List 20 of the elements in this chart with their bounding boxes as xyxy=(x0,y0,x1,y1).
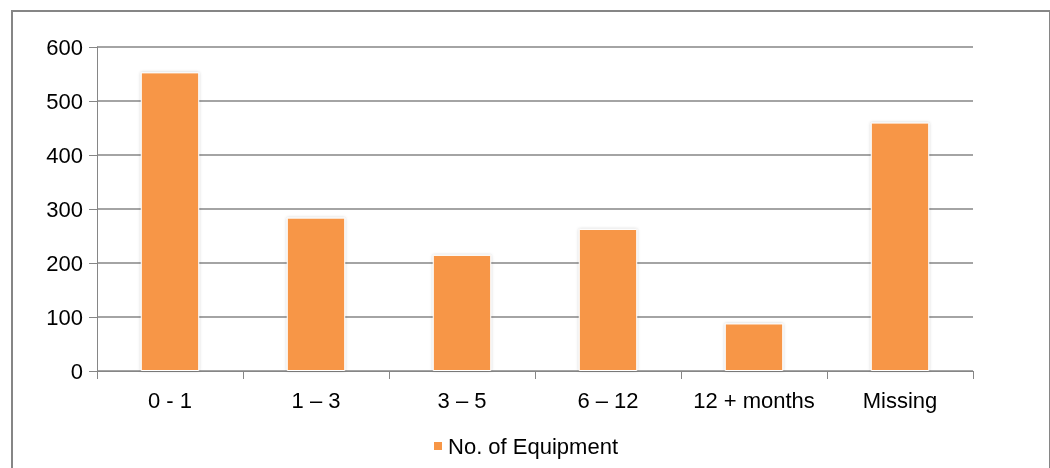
y-tick-label: 500 xyxy=(46,88,83,114)
y-tick-label: 200 xyxy=(46,250,83,276)
y-tick-label: 100 xyxy=(46,304,83,330)
bar xyxy=(286,217,346,371)
bar xyxy=(724,323,784,371)
y-tick-label: 400 xyxy=(46,142,83,168)
bar xyxy=(432,254,492,371)
bar xyxy=(140,72,200,371)
x-tick-label: 12 + months xyxy=(693,387,815,413)
bar xyxy=(870,122,930,371)
y-tick-label: 300 xyxy=(46,196,83,222)
y-tick-label: 0 xyxy=(70,358,83,384)
x-tick-label: 1 – 3 xyxy=(291,387,341,413)
x-tick-label: 6 – 12 xyxy=(577,387,639,413)
x-tick-label: 3 – 5 xyxy=(437,387,487,413)
y-tick-label: 600 xyxy=(46,34,83,60)
x-tick-label: 0 - 1 xyxy=(147,387,193,413)
legend-label: No. of Equipment xyxy=(448,433,618,459)
bar xyxy=(578,228,638,371)
x-tick-label: Missing xyxy=(862,387,938,413)
